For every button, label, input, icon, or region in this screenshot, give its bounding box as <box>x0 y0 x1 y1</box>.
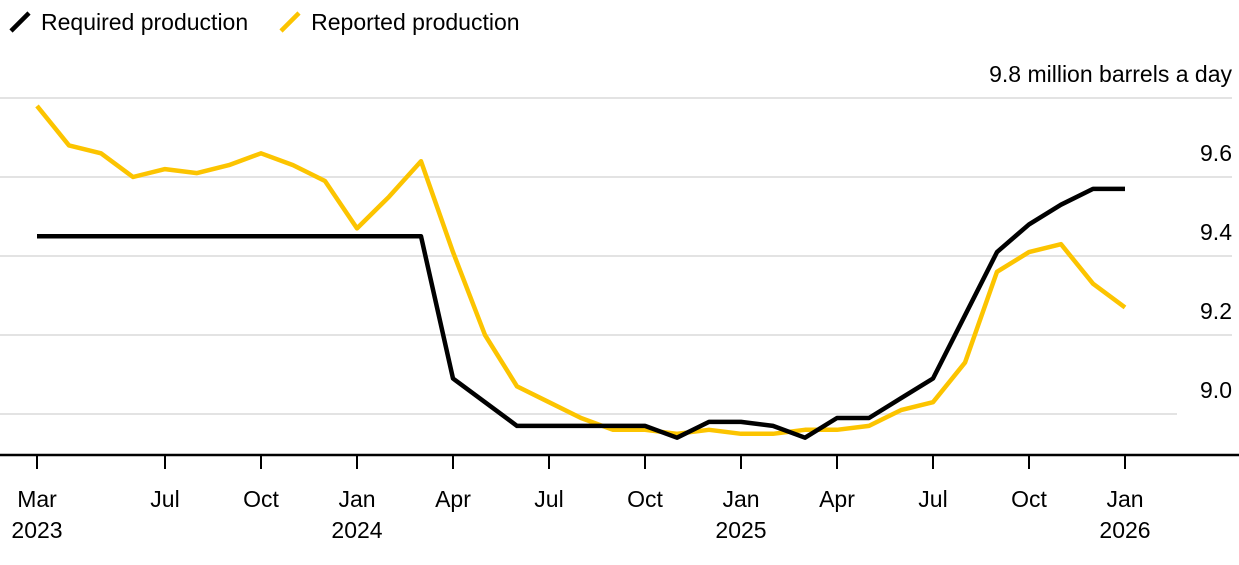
x-tick-label-year: 2026 <box>1099 517 1150 543</box>
legend: Required production Reported production <box>8 10 520 34</box>
x-tick-label-month: Oct <box>243 486 279 512</box>
x-tick-label-year: 2023 <box>11 517 62 543</box>
x-tick-label-month: Mar <box>17 486 57 512</box>
x-tick-label-month: Jul <box>534 486 563 512</box>
reported-production-slash-icon <box>279 11 301 33</box>
y-tick-label-9.0: 9.0 <box>1200 377 1232 403</box>
y-axis-unit-label: 9.8 million barrels a day <box>989 61 1232 87</box>
x-tick-label-year: 2024 <box>331 517 382 543</box>
x-tick-label-month: Oct <box>1011 486 1047 512</box>
y-tick-label-9.4: 9.4 <box>1200 219 1232 245</box>
y-tick-label-9.2: 9.2 <box>1200 298 1232 324</box>
legend-item-reported-production: Reported production <box>278 8 520 35</box>
x-tick-label-month: Apr <box>819 486 855 512</box>
x-tick-label-month: Oct <box>627 486 663 512</box>
x-tick-label-month: Jan <box>722 486 759 512</box>
required-production-line <box>37 186 1125 440</box>
legend-label-reported-production: Reported production <box>311 8 520 35</box>
x-tick-label-month: Jan <box>338 486 375 512</box>
x-tick-label-month: Jul <box>150 486 179 512</box>
legend-item-required-production: Required production <box>8 10 248 34</box>
legend-label-required-production: Required production <box>41 8 249 35</box>
x-tick-label-month: Jan <box>1106 486 1143 512</box>
x-tick-label-month: Apr <box>435 486 471 512</box>
reported-production-line <box>35 104 1127 437</box>
x-tick-label-month: Jul <box>918 486 947 512</box>
x-tick-label-year: 2025 <box>715 517 766 543</box>
required-production-slash-icon <box>9 11 31 33</box>
y-tick-label-9.6: 9.6 <box>1200 140 1232 166</box>
